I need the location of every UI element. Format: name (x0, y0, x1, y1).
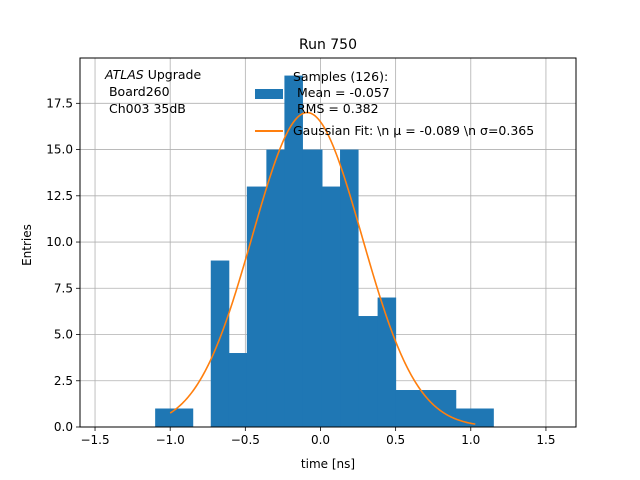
x-tick-label: 0.5 (386, 433, 405, 447)
histogram-bar (266, 149, 285, 427)
y-tick-label: 15.0 (46, 143, 73, 157)
histogram-bar (210, 260, 230, 427)
axes-frame (79, 57, 577, 428)
histogram-bar (155, 408, 194, 427)
histogram-bar (340, 149, 359, 427)
y-tick-label: 5.0 (54, 328, 73, 342)
x-tick-label: 1.5 (536, 433, 555, 447)
x-tick-label: 1.0 (461, 433, 480, 447)
annotation-board-text: Board260 (105, 84, 170, 99)
axis-ticks: −1.5 −1.0 −0.5 0.0 0.5 1.0 1.5 0.0 2.5 5.0 7.5 10.0… (46, 96, 555, 447)
histogram-bar (246, 186, 267, 427)
legend: Samples (126): Mean = -0.057 RMS = 0.382… (255, 69, 534, 138)
histogram-bar (358, 316, 379, 427)
y-axis-label: Entries (20, 224, 34, 266)
annotation-upgrade-text: Upgrade (144, 67, 202, 82)
y-tick-label: 2.5 (54, 374, 73, 388)
histogram-bar (395, 390, 457, 427)
histogram-bar (321, 186, 341, 427)
atlas-annotation: ATLAS Upgrade Board260 Ch003 35dB (104, 67, 201, 116)
histogram-bars (155, 75, 494, 428)
legend-histogram-swatch (255, 89, 283, 99)
x-axis-label: time [ns] (301, 457, 355, 471)
annotation-line-1: ATLAS Upgrade (104, 67, 201, 82)
x-tick-label: −0.5 (231, 433, 260, 447)
histogram-bar (302, 149, 323, 427)
y-tick-label: 17.5 (46, 96, 73, 110)
histogram-bar (284, 75, 303, 428)
legend-rms-label: RMS = 0.382 (293, 101, 379, 116)
legend-mean-label: Mean = -0.057 (293, 85, 390, 100)
gaussian-fit-curve (169, 111, 476, 425)
legend-fit-label: Gaussian Fit: \n μ = -0.089 \n σ=0.365 (293, 123, 534, 138)
x-tick-label: −1.5 (80, 433, 109, 447)
annotation-channel-text: Ch003 35dB (105, 101, 186, 116)
annotation-atlas-text: ATLAS (104, 67, 144, 82)
y-tick-label: 7.5 (54, 281, 73, 295)
y-tick-label: 12.5 (46, 189, 73, 203)
chart-title: Run 750 (299, 37, 357, 53)
y-tick-label: 0.0 (54, 420, 73, 434)
histogram-bar (228, 353, 248, 427)
gaussian-fit-layer (169, 111, 476, 425)
y-tick-label: 10.0 (46, 235, 73, 249)
x-tick-label: −1.0 (156, 433, 185, 447)
x-tick-label: 0.0 (311, 433, 330, 447)
legend-samples-label: Samples (126): (293, 69, 388, 84)
